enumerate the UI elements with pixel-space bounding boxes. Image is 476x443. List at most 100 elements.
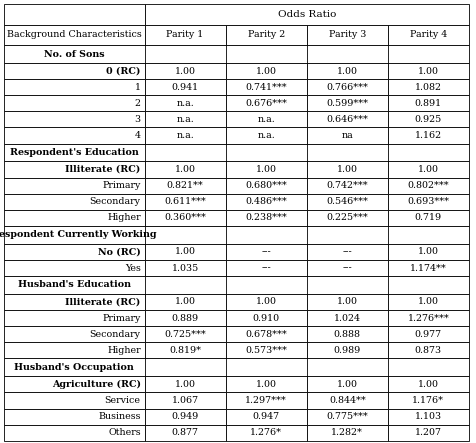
Text: 0 (RC): 0 (RC) [106, 66, 140, 76]
Text: 4: 4 [134, 131, 140, 140]
Bar [225, 161, 306, 178]
Text: 0.891: 0.891 [414, 99, 441, 108]
Text: Illiterate (RC): Illiterate (RC) [65, 165, 140, 174]
Bar [144, 376, 225, 392]
Text: 1.00: 1.00 [417, 380, 438, 389]
Bar [4, 342, 144, 358]
Bar [387, 194, 468, 210]
Text: Odds Ratio: Odds Ratio [277, 10, 335, 19]
Bar [387, 25, 468, 45]
Text: 1.00: 1.00 [336, 165, 357, 174]
Bar [4, 244, 144, 260]
Bar [4, 45, 468, 63]
Text: Agriculture (RC): Agriculture (RC) [51, 380, 140, 389]
Bar [225, 425, 306, 441]
Text: 0.947: 0.947 [252, 412, 279, 421]
Text: ---: --- [342, 247, 351, 256]
Bar [387, 244, 468, 260]
Text: 0.725***: 0.725*** [164, 330, 206, 339]
Text: 0.678***: 0.678*** [245, 330, 287, 339]
Bar [387, 425, 468, 441]
Text: Yes: Yes [125, 264, 140, 272]
Text: 0.889: 0.889 [171, 314, 198, 323]
Bar [225, 376, 306, 392]
Bar [4, 392, 144, 408]
Text: n.a.: n.a. [176, 115, 194, 124]
Text: 1.00: 1.00 [174, 380, 195, 389]
Text: Background Characteristics: Background Characteristics [7, 31, 141, 39]
Text: Primary: Primary [102, 181, 140, 190]
Text: 0.680***: 0.680*** [245, 181, 287, 190]
Text: Business: Business [98, 412, 140, 421]
Bar [306, 260, 387, 276]
Text: No (RC): No (RC) [98, 247, 140, 256]
Text: 0.821**: 0.821** [166, 181, 203, 190]
Bar [144, 310, 225, 326]
Text: Others: Others [108, 428, 140, 437]
Text: 0.802***: 0.802*** [407, 181, 448, 190]
Bar [225, 342, 306, 358]
Bar [306, 294, 387, 310]
Bar [4, 128, 144, 144]
Bar [4, 294, 144, 310]
Text: 1.00: 1.00 [174, 66, 195, 76]
Bar [387, 128, 468, 144]
Bar [4, 194, 144, 210]
Bar [4, 408, 144, 425]
Bar [144, 210, 225, 226]
Bar [4, 79, 144, 95]
Text: 1.00: 1.00 [174, 297, 195, 307]
Bar [387, 294, 468, 310]
Text: 1.082: 1.082 [414, 83, 441, 92]
Bar [387, 376, 468, 392]
Bar [387, 408, 468, 425]
Bar [387, 111, 468, 128]
Bar [225, 310, 306, 326]
Bar [306, 408, 387, 425]
Bar [306, 376, 387, 392]
Bar [144, 194, 225, 210]
Bar [4, 310, 144, 326]
Text: 1.00: 1.00 [174, 165, 195, 174]
Text: 0.741***: 0.741*** [245, 83, 287, 92]
Bar [144, 128, 225, 144]
Bar [306, 425, 387, 441]
Text: Secondary: Secondary [89, 197, 140, 206]
Text: 0.949: 0.949 [171, 412, 198, 421]
Text: Parity 2: Parity 2 [247, 31, 284, 39]
Text: ---: --- [261, 247, 270, 256]
Text: 0.611***: 0.611*** [164, 197, 206, 206]
Bar [4, 178, 144, 194]
Text: 1.035: 1.035 [171, 264, 198, 272]
Bar [4, 276, 468, 294]
Text: n.a.: n.a. [257, 115, 275, 124]
Bar [144, 392, 225, 408]
Text: 1.067: 1.067 [171, 396, 198, 405]
Text: 0.910: 0.910 [252, 314, 279, 323]
Text: 1.103: 1.103 [414, 412, 441, 421]
Bar [144, 79, 225, 95]
Bar [4, 111, 144, 128]
Bar [306, 161, 387, 178]
Text: Respondent's Education: Respondent's Education [10, 148, 138, 157]
Bar [306, 210, 387, 226]
Bar [4, 376, 144, 392]
Text: 0.977: 0.977 [414, 330, 441, 339]
Bar [306, 178, 387, 194]
Bar [144, 63, 225, 79]
Text: na: na [341, 131, 352, 140]
Text: 1.297***: 1.297*** [245, 396, 287, 405]
Text: No. of Sons: No. of Sons [44, 50, 104, 58]
Bar [225, 260, 306, 276]
Text: Illiterate (RC): Illiterate (RC) [65, 297, 140, 307]
Text: 0.941: 0.941 [171, 83, 198, 92]
Bar [306, 111, 387, 128]
Bar [387, 210, 468, 226]
Bar [4, 95, 144, 111]
Bar [4, 25, 144, 45]
Bar [144, 294, 225, 310]
Bar [225, 178, 306, 194]
Bar [306, 244, 387, 260]
Text: 0.989: 0.989 [333, 346, 360, 355]
Text: Secondary: Secondary [89, 330, 140, 339]
